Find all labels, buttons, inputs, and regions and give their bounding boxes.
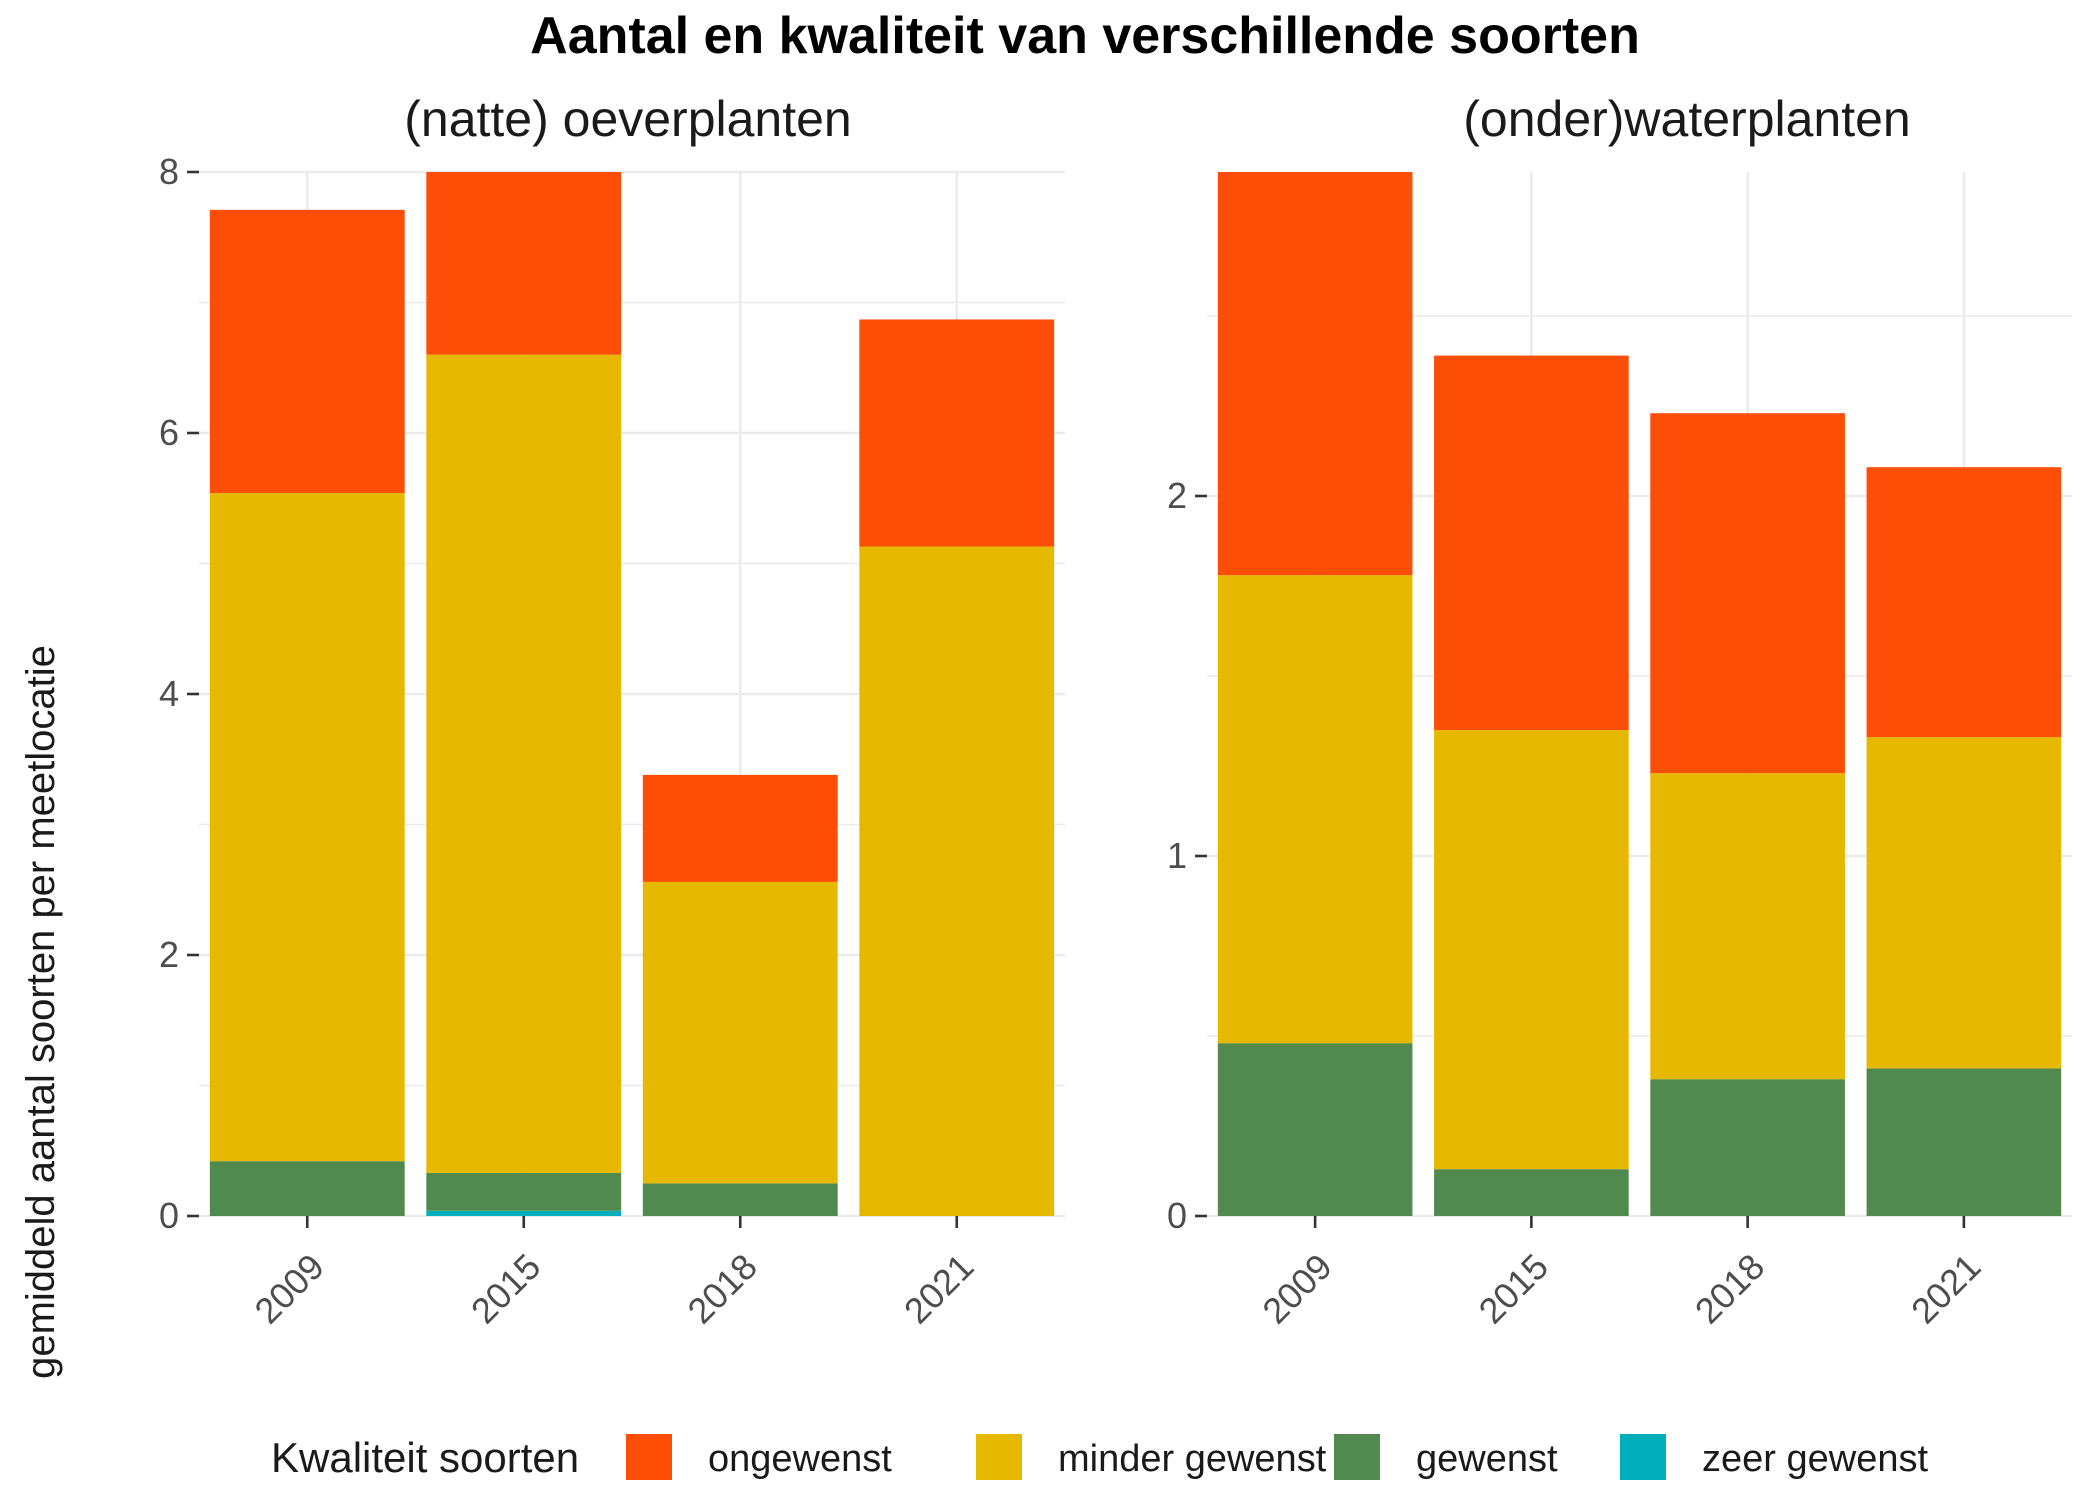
y-tick-label: 2 bbox=[1167, 475, 1187, 516]
legend-item-ongewenst: ongewenst bbox=[626, 1434, 892, 1480]
x-tick-label: 2015 bbox=[1470, 1246, 1556, 1332]
y-tick-label: 4 bbox=[159, 673, 179, 714]
legend-item-zeer-gewenst: zeer gewenst bbox=[1620, 1434, 1928, 1480]
panel-2: (onder)waterplanten 0 1 2 2009 2015 2018 2021 bbox=[1167, 91, 2072, 1331]
legend-label: gewenst bbox=[1416, 1438, 1558, 1480]
bar-segment-zeer-gewenst-2015 bbox=[426, 1210, 622, 1216]
x-tick-label: 2015 bbox=[463, 1246, 549, 1332]
panel-title: (onder)waterplanten bbox=[1463, 91, 1911, 147]
bar-segment-minder-gewenst-2015 bbox=[1434, 730, 1629, 1170]
bar-segment-minder-gewenst-2021 bbox=[859, 546, 1055, 1216]
y-axis-label: gemiddeld aantal soorten per meetlocatie bbox=[19, 645, 63, 1379]
bar-segment-ongewenst-2018 bbox=[1650, 413, 1845, 774]
bar-segment-minder-gewenst-2021 bbox=[1866, 737, 2062, 1069]
legend-label: minder gewenst bbox=[1058, 1438, 1327, 1480]
chart-title: Aantal en kwaliteit van verschillende so… bbox=[530, 7, 1640, 65]
panel-1: (natte) oeverplanten 0 2 4 6 8 2009 2015 2018 202… bbox=[159, 91, 1065, 1331]
bar-segment-minder-gewenst-2018 bbox=[1650, 773, 1845, 1080]
bar-segment-minder-gewenst-2009 bbox=[209, 493, 405, 1162]
legend-key bbox=[1620, 1434, 1666, 1480]
bar-segment-ongewenst-2009 bbox=[209, 209, 405, 494]
bar-segment-gewenst-2015 bbox=[1434, 1169, 1629, 1216]
bar-segment-gewenst-2018 bbox=[1650, 1079, 1845, 1216]
legend-key bbox=[626, 1434, 672, 1480]
legend-label: zeer gewenst bbox=[1702, 1438, 1928, 1480]
x-tick-label: 2021 bbox=[1903, 1246, 1989, 1332]
y-tick-label: 0 bbox=[1167, 1195, 1187, 1236]
legend-item-minder-gewenst: minder gewenst bbox=[976, 1434, 1327, 1480]
bar-segment-ongewenst-2009 bbox=[1217, 172, 1413, 576]
x-tick-label: 2021 bbox=[896, 1246, 982, 1332]
x-tick-label: 2018 bbox=[1687, 1246, 1773, 1332]
bar-segment-minder-gewenst-2018 bbox=[642, 881, 838, 1184]
y-tick-label: 0 bbox=[159, 1195, 179, 1236]
x-tick-label: 2009 bbox=[1254, 1246, 1340, 1332]
legend-label: ongewenst bbox=[708, 1438, 892, 1480]
y-tick-label: 8 bbox=[159, 151, 179, 192]
y-tick-label: 1 bbox=[1167, 835, 1187, 876]
legend-item-gewenst: gewenst bbox=[1334, 1434, 1558, 1480]
x-tick-label: 2018 bbox=[679, 1246, 765, 1332]
legend-title: Kwaliteit soorten bbox=[271, 1434, 579, 1481]
panel-title: (natte) oeverplanten bbox=[404, 91, 852, 147]
y-tick-label: 2 bbox=[159, 934, 179, 975]
bar-segment-gewenst-2009 bbox=[1217, 1043, 1413, 1216]
bar-segment-gewenst-2021 bbox=[1866, 1068, 2062, 1216]
bar-segment-gewenst-2018 bbox=[642, 1183, 838, 1216]
bar-segment-ongewenst-2018 bbox=[642, 774, 838, 882]
legend-key bbox=[1334, 1434, 1380, 1480]
bar-segment-minder-gewenst-2009 bbox=[1217, 575, 1413, 1044]
bar-segment-gewenst-2015 bbox=[426, 1172, 622, 1211]
legend-key bbox=[976, 1434, 1022, 1480]
x-tick-label: 2009 bbox=[246, 1246, 332, 1332]
y-tick-label: 6 bbox=[159, 412, 179, 453]
bar-segment-ongewenst-2015 bbox=[426, 172, 622, 355]
bar-segment-gewenst-2009 bbox=[209, 1161, 405, 1216]
bar-segment-ongewenst-2021 bbox=[1866, 467, 2062, 738]
legend: Kwaliteit soorten ongewenst minder gewenst… bbox=[271, 1434, 1928, 1481]
bar-segment-ongewenst-2021 bbox=[859, 319, 1055, 547]
bar-segment-ongewenst-2015 bbox=[1434, 355, 1629, 730]
bar-segment-minder-gewenst-2015 bbox=[426, 354, 622, 1173]
